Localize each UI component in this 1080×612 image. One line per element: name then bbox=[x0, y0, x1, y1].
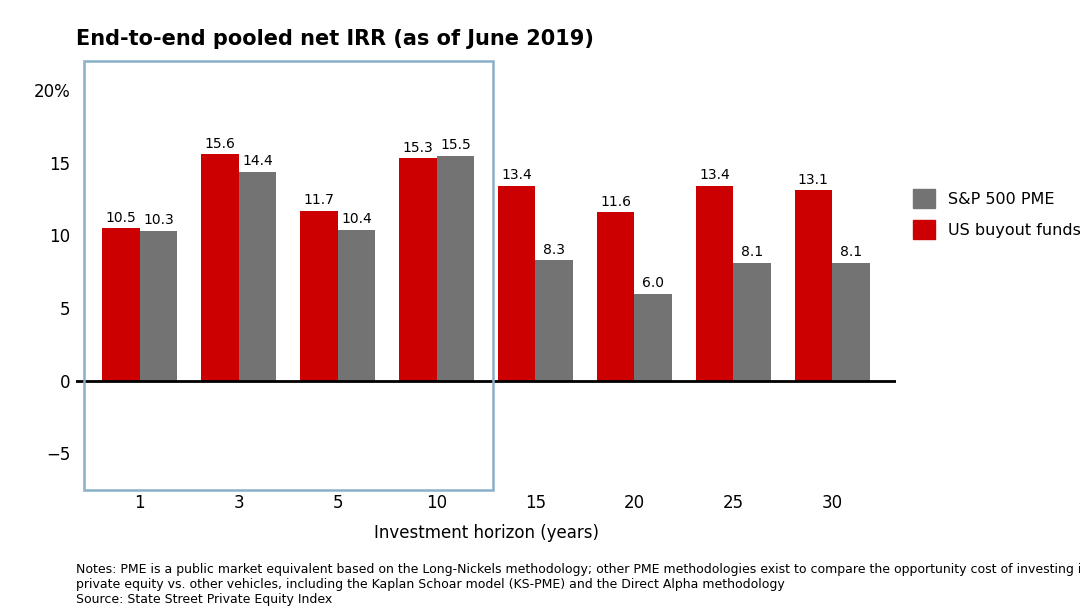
Text: 10.4: 10.4 bbox=[341, 212, 372, 226]
Bar bbox=[103, 228, 140, 381]
Text: 13.1: 13.1 bbox=[798, 173, 828, 187]
Text: Notes: PME is a public market equivalent based on the Long-Nickels methodology; : Notes: PME is a public market equivalent… bbox=[76, 563, 1080, 606]
Text: 10.5: 10.5 bbox=[106, 211, 136, 225]
Bar bbox=[300, 211, 338, 381]
Text: 8.1: 8.1 bbox=[840, 245, 862, 259]
Bar bbox=[201, 154, 239, 381]
Bar bbox=[832, 263, 869, 381]
Bar bbox=[634, 294, 672, 381]
Text: 15.3: 15.3 bbox=[403, 141, 433, 155]
Text: 11.6: 11.6 bbox=[600, 195, 631, 209]
Text: 13.4: 13.4 bbox=[501, 168, 532, 182]
X-axis label: Investment horizon (years): Investment horizon (years) bbox=[374, 524, 598, 542]
Text: 8.1: 8.1 bbox=[741, 245, 764, 259]
Bar bbox=[795, 190, 832, 381]
Bar bbox=[733, 263, 771, 381]
Text: 15.5: 15.5 bbox=[440, 138, 471, 152]
Text: End-to-end pooled net IRR (as of June 2019): End-to-end pooled net IRR (as of June 20… bbox=[76, 29, 594, 48]
Bar bbox=[436, 155, 474, 381]
Bar bbox=[140, 231, 177, 381]
Bar bbox=[338, 230, 375, 381]
Text: 10.3: 10.3 bbox=[144, 214, 174, 228]
Bar bbox=[597, 212, 634, 381]
Text: 11.7: 11.7 bbox=[303, 193, 335, 207]
Text: 13.4: 13.4 bbox=[699, 168, 730, 182]
Bar bbox=[696, 186, 733, 381]
Legend: S&P 500 PME, US buyout funds: S&P 500 PME, US buyout funds bbox=[913, 189, 1080, 239]
Text: 15.6: 15.6 bbox=[204, 136, 235, 151]
Bar bbox=[239, 171, 276, 381]
Bar bbox=[399, 159, 436, 381]
Text: 6.0: 6.0 bbox=[643, 276, 664, 290]
Text: 14.4: 14.4 bbox=[242, 154, 273, 168]
Text: 8.3: 8.3 bbox=[543, 242, 565, 256]
Bar bbox=[536, 260, 573, 381]
Bar bbox=[498, 186, 536, 381]
